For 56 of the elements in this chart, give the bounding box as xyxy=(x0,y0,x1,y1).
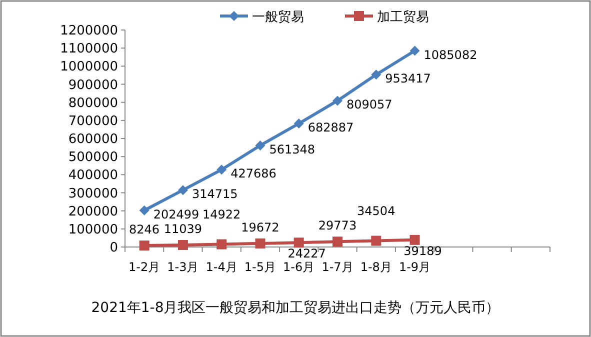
y-tick-label: 300000 xyxy=(68,186,118,202)
y-tick-label: 400000 xyxy=(68,168,118,184)
legend-label: 一般贸易 xyxy=(252,10,304,25)
data-label: 427686 xyxy=(230,166,276,181)
y-tick-label: 800000 xyxy=(68,96,118,111)
legend-label: 加工贸易 xyxy=(377,10,429,25)
y-tick-label: 1200000 xyxy=(60,24,118,38)
y-tick-label: 700000 xyxy=(68,114,118,129)
point xyxy=(410,234,420,245)
point xyxy=(139,205,150,216)
x-tick-label: 1-9月 xyxy=(398,260,431,274)
y-tick-label: 900000 xyxy=(68,78,118,93)
data-label: 561348 xyxy=(269,142,316,156)
y-tick-label: 1100000 xyxy=(60,42,118,57)
data-label: 34504 xyxy=(357,204,396,218)
point xyxy=(178,240,188,250)
point xyxy=(216,164,227,175)
x-tick-label: 1-8月 xyxy=(360,260,392,274)
x-tick-label: 1-2月 xyxy=(128,260,160,274)
y-tick-label: 600000 xyxy=(68,132,118,147)
point xyxy=(371,236,382,246)
point xyxy=(178,185,188,196)
point xyxy=(255,140,266,150)
x-tick-label: 1-6月 xyxy=(283,260,315,274)
point xyxy=(294,118,304,129)
data-label: 314715 xyxy=(192,187,238,202)
data-label: 953417 xyxy=(385,72,431,86)
point xyxy=(332,96,342,106)
point xyxy=(216,239,227,250)
point xyxy=(371,70,382,80)
point xyxy=(410,46,420,56)
data-label: 11039 xyxy=(164,222,202,236)
text: 2021年1-8月我区一般贸易和加工贸易进出口走势（万元人民币） xyxy=(91,300,500,316)
point xyxy=(255,238,266,248)
y-tick-label: 500000 xyxy=(68,150,118,166)
y-tick-label: 0 xyxy=(110,240,118,256)
data-label: 14922 xyxy=(202,207,241,222)
data-label: 682887 xyxy=(308,120,354,135)
data-label: 29773 xyxy=(318,218,357,233)
data-label: 809057 xyxy=(346,98,392,112)
data-label: 19672 xyxy=(241,220,280,234)
point xyxy=(332,236,342,247)
data-label: 202499 xyxy=(153,207,200,222)
y-tick-label: 100000 xyxy=(68,222,118,238)
x-tick-label: 1-3月 xyxy=(167,260,199,274)
data-label: 39189 xyxy=(404,244,442,258)
x-tick-label: 1-4月 xyxy=(206,260,238,274)
point xyxy=(139,240,150,251)
y-tick-label: 200000 xyxy=(68,204,118,220)
point xyxy=(294,238,304,248)
x-tick-label: 1-5月 xyxy=(244,260,276,274)
data-label: 8246 xyxy=(129,222,160,237)
y-tick-label: 1000000 xyxy=(60,60,118,75)
data-label: 1085082 xyxy=(424,48,478,62)
x-tick-label: 1-7月 xyxy=(322,260,354,274)
data-label: 24227 xyxy=(288,246,326,261)
